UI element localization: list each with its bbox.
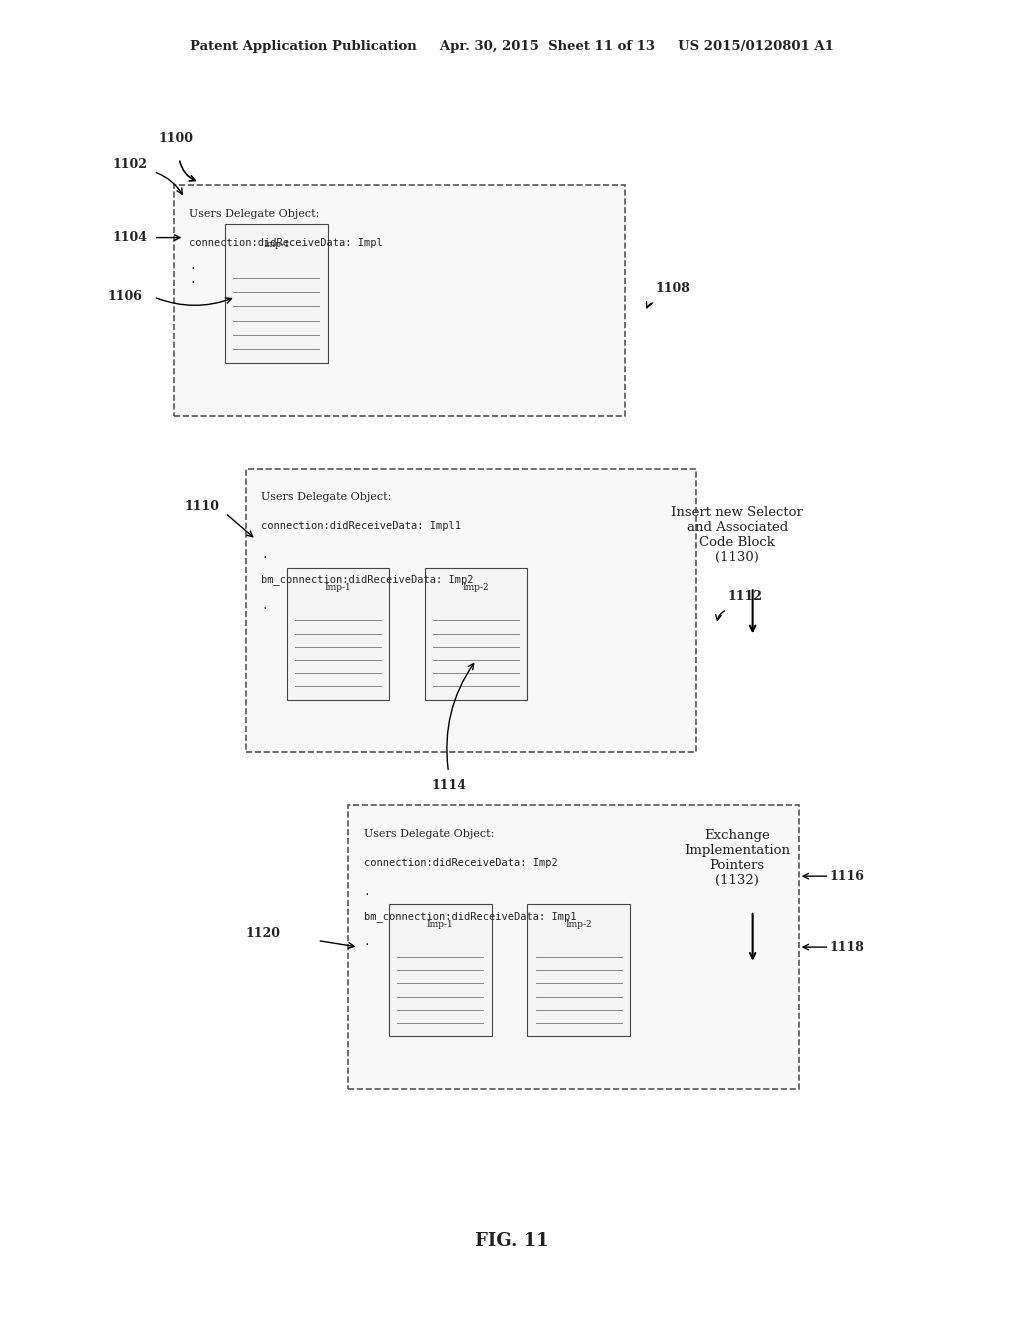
Text: 1116: 1116 xyxy=(829,870,864,883)
FancyBboxPatch shape xyxy=(389,904,492,1036)
FancyBboxPatch shape xyxy=(246,469,696,752)
Text: bm_connection:didReceiveData: Imp2: bm_connection:didReceiveData: Imp2 xyxy=(261,574,474,585)
Text: 1108: 1108 xyxy=(655,282,690,296)
Text: .: . xyxy=(189,261,197,272)
Text: connection:didReceiveData: Impl: connection:didReceiveData: Impl xyxy=(189,238,383,248)
Text: bm_connection:didReceiveData: Imp1: bm_connection:didReceiveData: Imp1 xyxy=(364,911,577,921)
Text: Insert new Selector
and Associated
Code Block
(1130): Insert new Selector and Associated Code … xyxy=(672,506,803,564)
Text: Imp-2: Imp-2 xyxy=(565,920,592,929)
Text: FIG. 11: FIG. 11 xyxy=(475,1232,549,1250)
Text: Patent Application Publication     Apr. 30, 2015  Sheet 11 of 13     US 2015/012: Patent Application Publication Apr. 30, … xyxy=(190,40,834,53)
Text: Users Delegate Object:: Users Delegate Object: xyxy=(189,209,319,219)
Text: 1112: 1112 xyxy=(727,590,762,603)
Text: .: . xyxy=(364,887,371,898)
Text: Imp-1: Imp-1 xyxy=(263,240,290,249)
Text: Imp-1: Imp-1 xyxy=(325,583,351,593)
FancyBboxPatch shape xyxy=(348,805,799,1089)
Text: connection:didReceiveData: Imp2: connection:didReceiveData: Imp2 xyxy=(364,858,557,869)
FancyBboxPatch shape xyxy=(287,568,389,700)
Text: Imp-2: Imp-2 xyxy=(463,583,489,593)
FancyBboxPatch shape xyxy=(425,568,527,700)
Text: .: . xyxy=(261,601,268,611)
Text: .: . xyxy=(364,937,371,948)
FancyBboxPatch shape xyxy=(174,185,625,416)
Text: 1100: 1100 xyxy=(159,132,194,145)
Text: 1110: 1110 xyxy=(184,500,219,513)
Text: Users Delegate Object:: Users Delegate Object: xyxy=(364,829,494,840)
Text: 1120: 1120 xyxy=(246,928,281,940)
Text: .: . xyxy=(189,275,197,285)
Text: 1118: 1118 xyxy=(829,941,864,953)
Text: Exchange
Implementation
Pointers
(1132): Exchange Implementation Pointers (1132) xyxy=(684,829,791,887)
Text: 1106: 1106 xyxy=(108,290,142,304)
Text: connection:didReceiveData: Impl1: connection:didReceiveData: Impl1 xyxy=(261,521,461,532)
Text: .: . xyxy=(261,550,268,561)
FancyBboxPatch shape xyxy=(225,224,328,363)
Text: 1114: 1114 xyxy=(431,779,466,792)
Text: 1104: 1104 xyxy=(113,231,147,244)
Text: Users Delegate Object:: Users Delegate Object: xyxy=(261,492,391,503)
FancyBboxPatch shape xyxy=(527,904,630,1036)
Text: 1102: 1102 xyxy=(113,158,147,172)
Text: Imp-1: Imp-1 xyxy=(427,920,454,929)
